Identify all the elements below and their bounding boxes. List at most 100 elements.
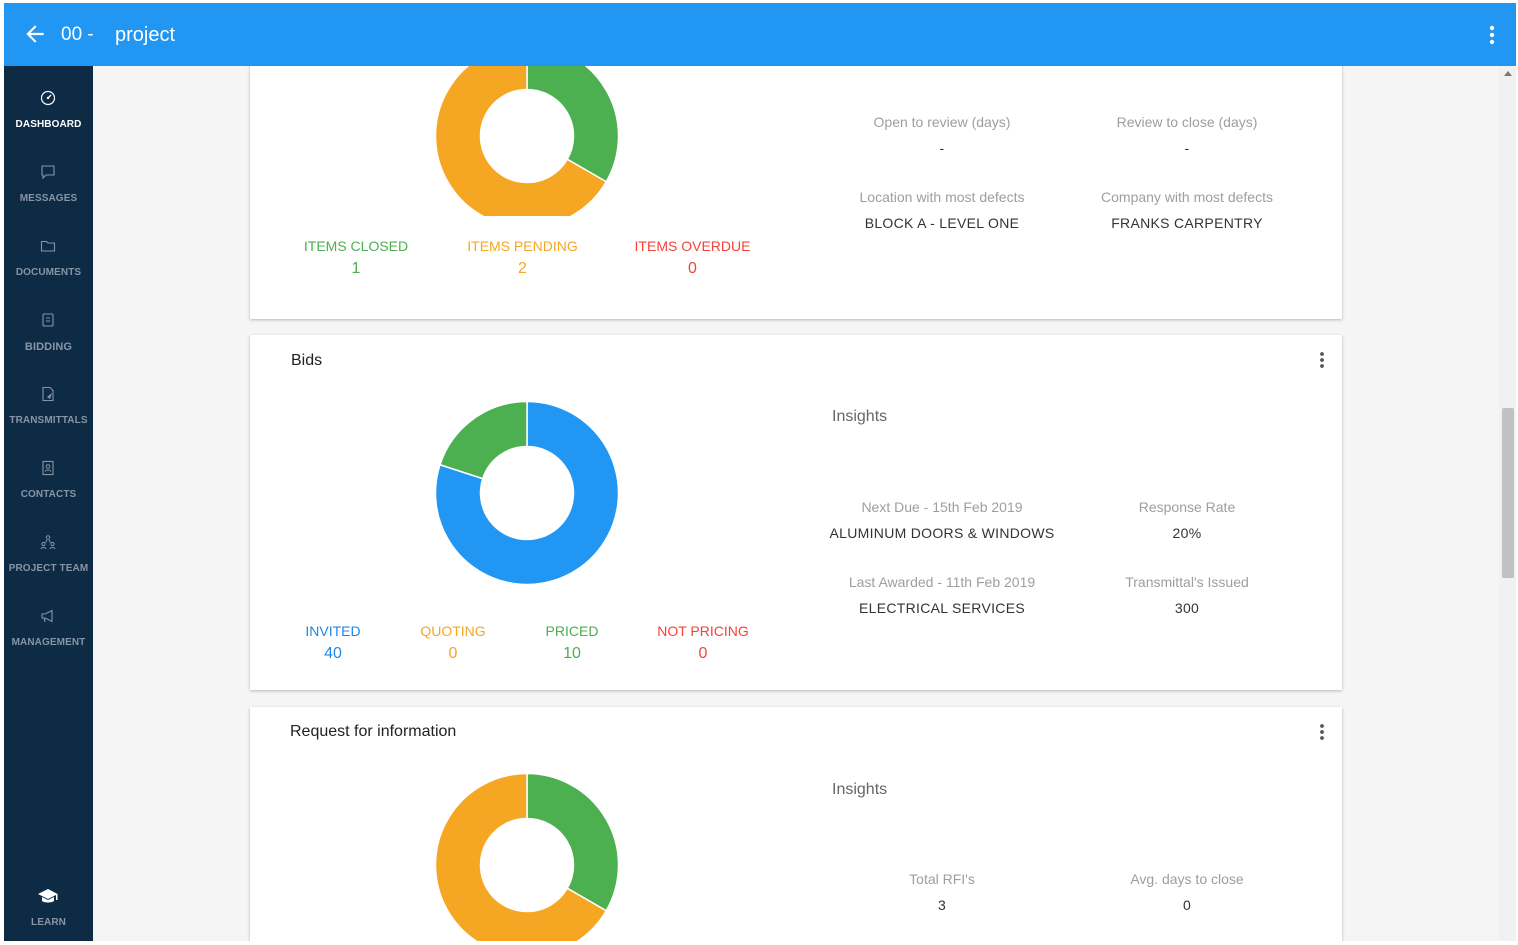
- stat-value: ALUMINUM DOORS & WINDOWS: [829, 525, 1055, 541]
- legend-label: PRICED: [545, 623, 599, 639]
- legend-items-overdue: ITEMS OVERDUE 0: [625, 238, 760, 278]
- back-arrow-icon[interactable]: [22, 21, 48, 47]
- rfi-donut-chart: [434, 772, 620, 941]
- stat-open-to-review: Open to review (days) -: [812, 114, 1072, 156]
- stat-label: Response Rate: [1138, 499, 1236, 515]
- card-title: Bids: [291, 352, 323, 369]
- bids-donut-chart: [434, 400, 620, 586]
- legend-not-pricing: NOT PRICING 0: [643, 623, 763, 663]
- donut-slice-pending: [434, 772, 608, 941]
- more-vert-icon[interactable]: [1318, 722, 1326, 742]
- vertical-scrollbar[interactable]: [1499, 66, 1516, 941]
- stat-avg-days-to-close: Avg. days to close 0: [1057, 871, 1317, 913]
- legend-priced: PRICED 10: [527, 623, 617, 663]
- donut-slice-priced: [439, 400, 528, 480]
- sidebar-item-messages[interactable]: MESSAGES: [4, 148, 93, 222]
- card-title: Request for information: [290, 723, 457, 740]
- legend-value: 1: [351, 260, 361, 277]
- sidebar-item-label: PROJECT TEAM: [8, 563, 89, 574]
- project-code: 00 -: [61, 24, 94, 45]
- stat-label: Avg. days to close: [1130, 871, 1244, 887]
- project-name: project: [115, 24, 176, 46]
- donut-slice-invited: [434, 400, 620, 586]
- sidebar-item-label: MESSAGES: [19, 193, 78, 204]
- more-vert-icon[interactable]: [1486, 23, 1498, 47]
- legend-label: NOT PRICING: [657, 623, 749, 639]
- message-icon: [41, 165, 55, 180]
- transmittal-icon: [42, 386, 54, 402]
- stat-value: BLOCK A - LEVEL ONE: [864, 215, 1020, 231]
- stat-label: Location with most defects: [859, 189, 1025, 205]
- stat-value: ELECTRICAL SERVICES: [859, 600, 1025, 616]
- stat-transmittals-issued: Transmittal's Issued 300: [1057, 574, 1317, 616]
- stat-value: -: [939, 140, 945, 156]
- stat-label: Last Awarded - 11th Feb 2019: [848, 574, 1036, 590]
- sidebar-item-dashboard[interactable]: DASHBOARD: [4, 74, 93, 148]
- sidebar-item-contacts[interactable]: CONTACTS: [4, 444, 93, 518]
- dashboard-content[interactable]: ITEMS CLOSED 1 ITEMS PENDING 2 ITEMS OVE…: [93, 66, 1499, 941]
- stat-value: -: [1184, 140, 1190, 156]
- sidebar-item-documents[interactable]: DOCUMENTS: [4, 222, 93, 296]
- sidebar-item-label: BIDDING: [24, 341, 73, 353]
- stat-total-rfis: Total RFI's 3: [812, 871, 1072, 913]
- more-vert-icon[interactable]: [1318, 350, 1326, 370]
- stat-value: 0: [1182, 897, 1192, 913]
- rfi-card: Request for information Insights Total R…: [250, 707, 1342, 941]
- dashboard-gauge-icon: [40, 90, 56, 106]
- stat-label: Review to close (days): [1116, 114, 1258, 130]
- bidding-icon: [42, 313, 54, 327]
- legend-value: 0: [688, 260, 697, 277]
- sidebar-item-label: DASHBOARD: [15, 119, 82, 130]
- donut-slice-items-closed: [526, 66, 620, 183]
- sidebar: DASHBOARD MESSAGES DOCUMENTS BIDDING TRA…: [4, 66, 93, 941]
- insights-title: Insights: [832, 781, 888, 798]
- legend-label: INVITED: [305, 623, 361, 639]
- legend-label: ITEMS CLOSED: [303, 238, 409, 254]
- megaphone-icon: [41, 609, 53, 623]
- scrollbar-thumb[interactable]: [1502, 408, 1514, 578]
- legend-label: ITEMS OVERDUE: [634, 238, 751, 254]
- sidebar-item-label: DOCUMENTS: [15, 267, 82, 278]
- scroll-up-arrow-icon[interactable]: [1504, 71, 1512, 76]
- legend-invited: INVITED 40: [288, 623, 378, 663]
- sidebar-item-learn[interactable]: LEARN: [4, 872, 93, 945]
- defects-donut-slices: [434, 66, 620, 216]
- stat-label: Transmittal's Issued: [1125, 574, 1249, 590]
- insights-title: Insights: [832, 408, 888, 425]
- stat-review-to-close: Review to close (days) -: [1057, 114, 1317, 156]
- sidebar-item-label: LEARN: [31, 917, 66, 928]
- legend-label: QUOTING: [420, 623, 486, 639]
- legend-items-closed: ITEMS CLOSED 1: [296, 238, 416, 278]
- defects-donut-chart: [434, 66, 620, 216]
- stat-company-most-defects: Company with most defects FRANKS CARPENT…: [1057, 189, 1317, 231]
- legend-value: 2: [518, 260, 527, 277]
- stat-last-awarded: Last Awarded - 11th Feb 2019 ELECTRICAL …: [812, 574, 1072, 616]
- folder-icon: [40, 240, 56, 252]
- sidebar-item-project-team[interactable]: PROJECT TEAM: [4, 518, 93, 592]
- stat-value: FRANKS CARPENTRY: [1111, 215, 1263, 231]
- contacts-icon: [42, 460, 54, 476]
- sidebar-item-bidding[interactable]: BIDDING: [4, 296, 93, 370]
- stat-value: 3: [937, 897, 947, 913]
- defects-card: ITEMS CLOSED 1 ITEMS PENDING 2 ITEMS OVE…: [250, 66, 1342, 319]
- stat-response-rate: Response Rate 20%: [1057, 499, 1317, 541]
- sidebar-item-label: TRANSMITTALS: [9, 415, 88, 426]
- graduation-cap-icon: [38, 889, 58, 903]
- team-icon: [40, 535, 56, 550]
- legend-value: 0: [448, 645, 458, 662]
- stat-label: Open to review (days): [873, 114, 1011, 130]
- legend-items-pending: ITEMS PENDING 2: [460, 238, 585, 278]
- legend-quoting: QUOTING 0: [408, 623, 498, 663]
- sidebar-item-management[interactable]: MANAGEMENT: [4, 592, 93, 666]
- stat-value: 300: [1174, 600, 1200, 616]
- sidebar-item-transmittals[interactable]: TRANSMITTALS: [4, 370, 93, 444]
- bids-donut-slices: [434, 400, 620, 586]
- stat-label: Company with most defects: [1101, 189, 1273, 205]
- legend-value: 0: [698, 645, 708, 662]
- stat-value: 20%: [1172, 525, 1202, 541]
- sidebar-item-label: MANAGEMENT: [11, 637, 86, 648]
- legend-label: ITEMS PENDING: [467, 238, 578, 254]
- donut-slice-closed: [526, 772, 620, 912]
- donut-slice-items-pending: [434, 66, 608, 216]
